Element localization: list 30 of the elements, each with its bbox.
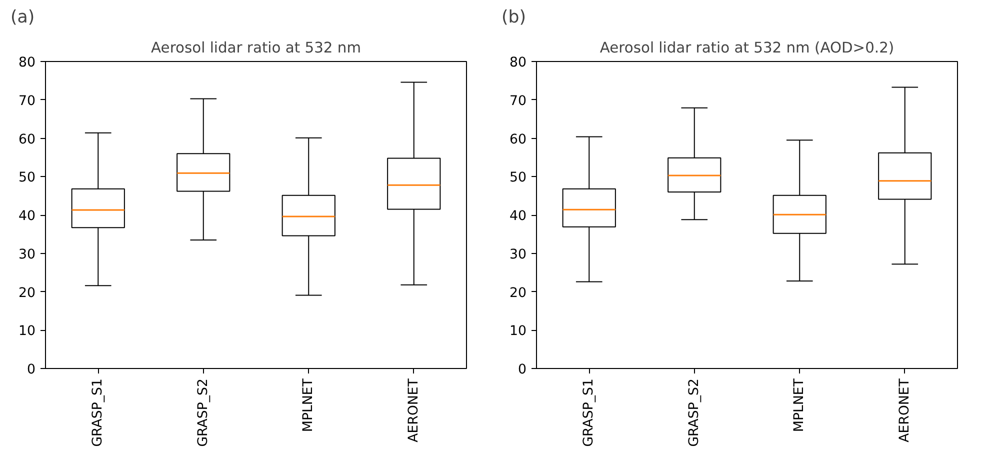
y-tick-label: 40 xyxy=(510,209,527,224)
x-tick-label: GRASP_S2 xyxy=(196,378,211,447)
y-tick-label: 80 xyxy=(510,56,527,70)
y-tick-label: 0 xyxy=(27,362,36,378)
y-tick-label: 80 xyxy=(18,56,36,70)
y-tick-label: 50 xyxy=(18,170,36,186)
x-tick-label: GRASP_S1 xyxy=(582,378,597,447)
y-tick-label: 10 xyxy=(18,324,36,340)
x-tick-label: MPLNET xyxy=(301,378,316,432)
y-tick-label: 60 xyxy=(18,132,36,148)
y-tick-label: 20 xyxy=(18,286,36,301)
x-tick-label: GRASP_S1 xyxy=(90,378,106,447)
y-tick-label: 70 xyxy=(510,94,527,109)
x-tick-label: AERONET xyxy=(897,378,912,442)
text: (a) xyxy=(10,8,35,28)
y-tick-label: 30 xyxy=(18,247,36,262)
y-tick-label: 70 xyxy=(18,94,36,109)
y-tick-label: 60 xyxy=(510,132,527,148)
y-tick-label: 30 xyxy=(510,247,527,262)
y-tick-label: 10 xyxy=(510,324,527,340)
y-tick-label: 40 xyxy=(18,209,36,224)
chart-title: Aerosol lidar ratio at 532 nm (AOD>0.2) xyxy=(600,40,894,56)
y-tick-label: 50 xyxy=(510,170,527,186)
x-tick-label: AERONET xyxy=(406,378,422,442)
x-tick-label: MPLNET xyxy=(792,378,808,432)
chart-title: Aerosol lidar ratio at 532 nm xyxy=(151,40,361,56)
y-tick-label: 20 xyxy=(510,286,527,301)
x-tick-label: GRASP_S2 xyxy=(686,378,702,447)
text: (b) xyxy=(502,8,526,28)
y-tick-label: 0 xyxy=(518,362,527,378)
